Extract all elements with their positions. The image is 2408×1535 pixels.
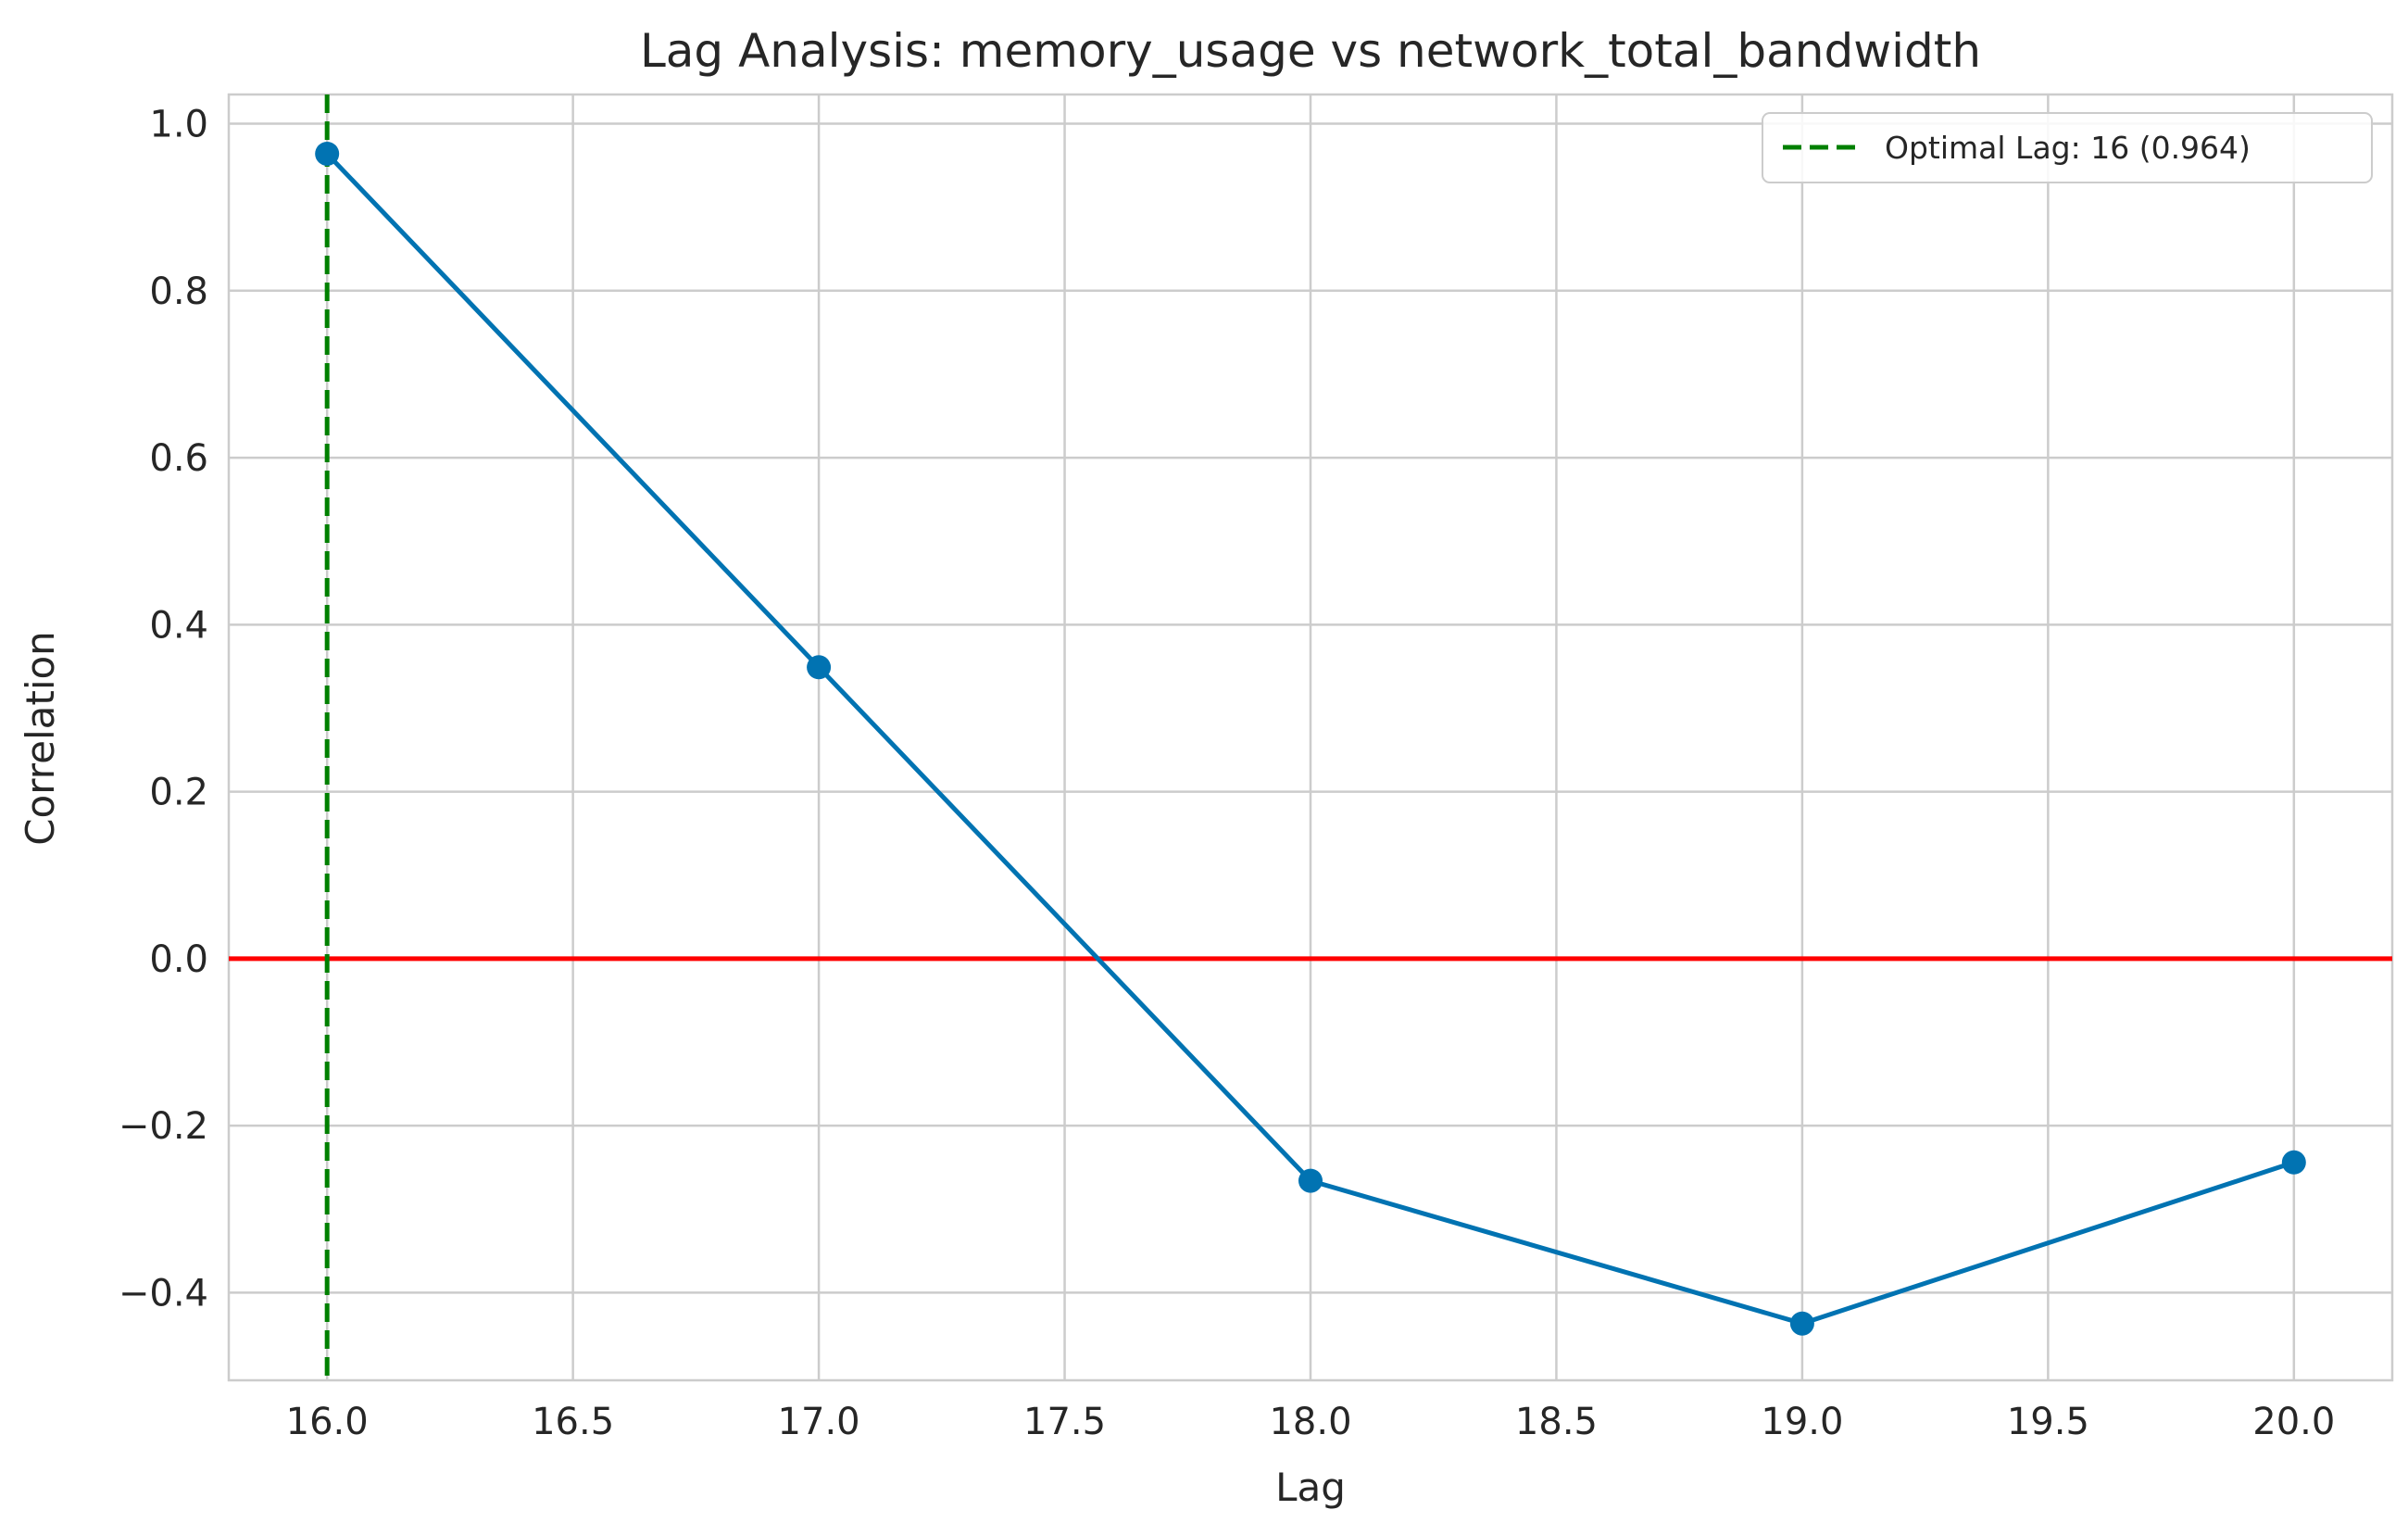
data-point [315,141,340,166]
y-tick-label: 0.8 [149,271,208,313]
x-tick-label: 18.5 [1515,1401,1598,1443]
legend-box [1762,112,2373,183]
data-point [2281,1150,2306,1175]
y-tick-label: −0.2 [119,1105,208,1148]
x-tick-labels: 16.0 16.5 17.0 17.5 18.0 18.5 19.0 19.5 20.0 [286,1401,2336,1443]
plot-frame [227,93,2394,1382]
x-axis-label: Lag [1275,1465,1346,1510]
reference-lines [229,94,2392,1380]
x-tick-label: 19.5 [2007,1401,2089,1443]
legend-label: Optimal Lag: 16 (0.964) [1885,130,2251,166]
data-point [807,655,832,680]
x-tick-label: 17.5 [1023,1401,1106,1443]
legend: Optimal Lag: 16 (0.964) [1762,112,2373,183]
data-point [1298,1168,1323,1193]
y-tick-labels: −0.4 −0.2 0.0 0.2 0.4 0.6 0.8 1.0 [119,104,208,1315]
y-tick-label: −0.4 [119,1272,208,1315]
x-tick-label: 16.0 [286,1401,369,1443]
x-tick-label: 18.0 [1269,1401,1351,1443]
y-tick-label: 0.0 [149,938,208,981]
data-point [1789,1311,1814,1336]
y-tick-label: 1.0 [149,104,208,146]
y-tick-label: 0.6 [149,437,208,480]
x-tick-label: 16.5 [532,1401,614,1443]
y-axis-label: Correlation [18,631,63,846]
y-tick-label: 0.4 [149,604,208,647]
series-layer [315,141,2306,1336]
chart-title: Lag Analysis: memory_usage vs network_to… [640,24,1981,78]
y-tick-label: 0.2 [149,772,208,814]
x-tick-label: 19.0 [1761,1401,1843,1443]
x-tick-label: 20.0 [2252,1401,2335,1443]
x-tick-label: 17.0 [778,1401,860,1443]
